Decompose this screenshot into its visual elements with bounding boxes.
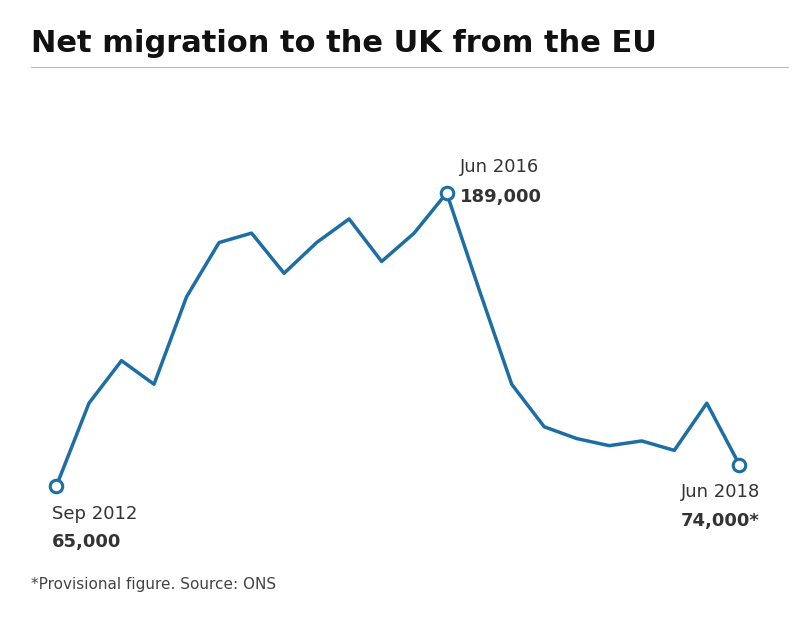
Text: Jun 2018: Jun 2018 [680,483,759,501]
Text: 189,000: 189,000 [459,188,541,206]
Text: Net migration to the UK from the EU: Net migration to the UK from the EU [31,29,655,58]
Text: 74,000*: 74,000* [680,512,759,530]
Text: 65,000: 65,000 [51,533,120,551]
Text: *Provisional figure. Source: ONS: *Provisional figure. Source: ONS [31,577,275,592]
Text: Jun 2016: Jun 2016 [459,158,538,176]
Text: Sep 2012: Sep 2012 [51,504,137,522]
Text: PA: PA [722,602,756,626]
